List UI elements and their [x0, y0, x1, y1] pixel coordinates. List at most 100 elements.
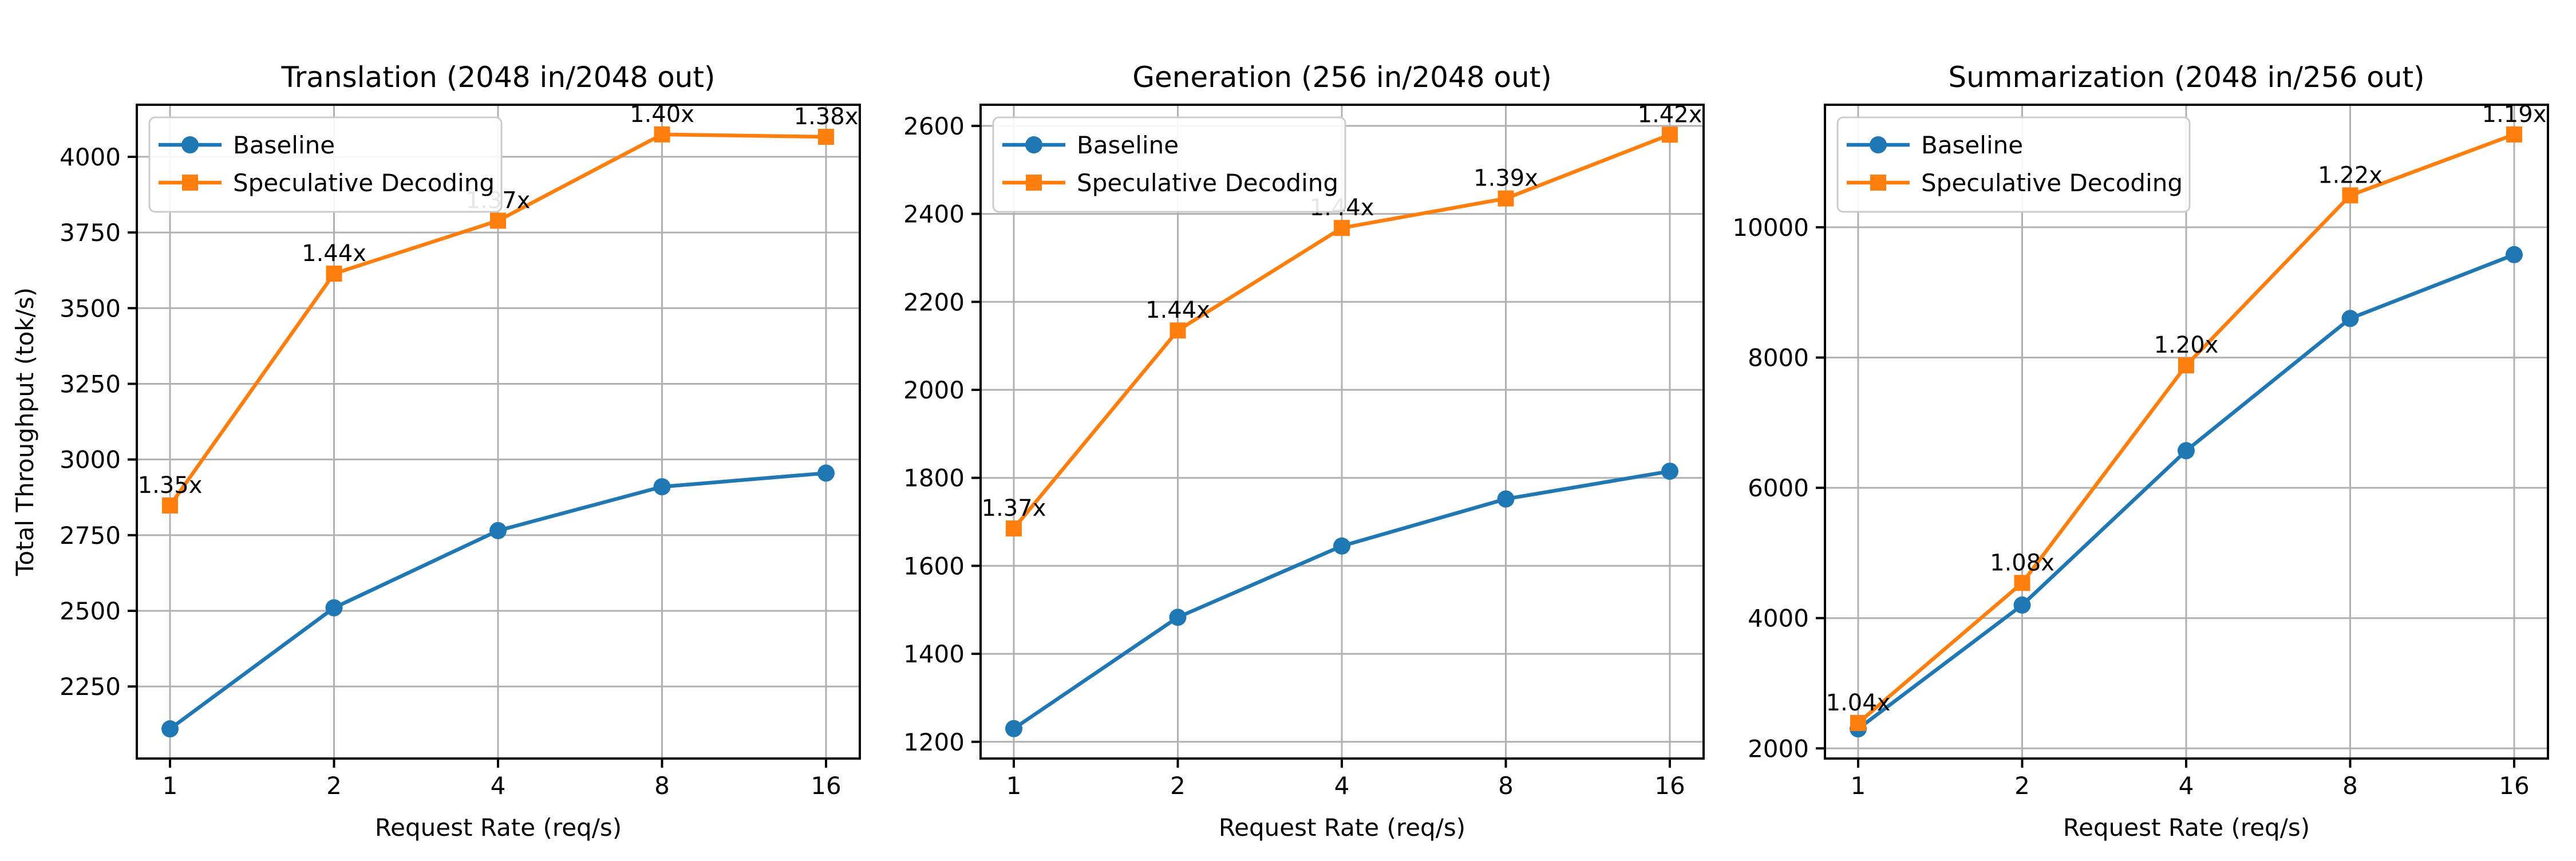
x-tick-label: 16: [2499, 772, 2529, 800]
x-axis-label: Request Rate (req/s): [1219, 813, 1465, 842]
baseline-point-marker: [653, 478, 671, 496]
y-tick-label: 2200: [903, 288, 965, 316]
baseline-point-marker: [1497, 490, 1515, 508]
legend: Baseline Speculative Decoding: [992, 116, 1346, 213]
y-tick-label: 2400: [903, 200, 965, 228]
baseline-point-marker: [1333, 537, 1350, 555]
x-axis-label: Request Rate (req/s): [375, 813, 622, 842]
ticks: [128, 155, 827, 768]
x-tick-label: 2: [2014, 772, 2030, 800]
speculative-decoding-point-marker: [1498, 190, 1514, 207]
chart-title: Generation (256 in/2048 out): [1132, 61, 1552, 94]
x-tick-label: 1: [1851, 772, 1866, 800]
speculative-decoding-point-marker: [1006, 520, 1022, 537]
y-tick-label: 3500: [60, 294, 121, 322]
legend-item-speculative-decoding: Speculative Decoding: [159, 169, 495, 197]
y-tick-label: 1600: [903, 552, 965, 580]
y-tick-label: 2250: [60, 673, 121, 701]
chart-title: Translation (2048 in/2048 out): [281, 61, 716, 94]
y-tick-label: 4000: [1748, 605, 1809, 633]
x-tick-label: 1: [163, 772, 178, 800]
legend-label: Baseline: [1921, 131, 2023, 159]
x-tick-label: 2: [326, 772, 342, 800]
baseline-point-marker: [2178, 442, 2195, 460]
legend-box: [1836, 116, 2191, 213]
legend-item-baseline: Baseline: [1847, 131, 2023, 159]
y-tick-label: 1800: [903, 464, 965, 492]
legend-label: Speculative Decoding: [233, 169, 495, 197]
baseline-point-marker: [2506, 246, 2523, 263]
legend-item-baseline: Baseline: [159, 131, 335, 159]
legend-square-marker-icon: [182, 175, 198, 191]
x-tick-label: 8: [2342, 772, 2358, 800]
baseline-point-marker: [325, 599, 343, 617]
subplot-translation: 1.35x1.44x1.37x1.40x1.38x124816225025002…: [11, 61, 861, 842]
baseline-point-marker: [1005, 720, 1022, 737]
baseline-point-marker: [1169, 609, 1187, 626]
legend-box: [148, 116, 503, 213]
legend-item-baseline: Baseline: [1002, 131, 1179, 159]
baseline-point-marker: [1661, 463, 1678, 480]
y-tick-label: 8000: [1748, 344, 1809, 372]
legend-circle-marker-icon: [1025, 136, 1042, 153]
speculative-decoding-point-marker: [490, 212, 506, 229]
speculative-decoding-point-marker: [2506, 126, 2522, 143]
legend-item-speculative-decoding: Speculative Decoding: [1002, 169, 1338, 197]
baseline-point-marker: [2341, 310, 2359, 327]
baseline-point-marker: [817, 464, 835, 482]
subplot-generation: 1.37x1.44x1.44x1.39x1.42x124816120014001…: [903, 61, 1705, 842]
legend: Baseline Speculative Decoding: [1836, 116, 2191, 213]
speedup-annotation: 1.35x: [138, 472, 203, 499]
speedup-annotation: 1.22x: [2318, 162, 2383, 188]
speculative-decoding-point-marker: [818, 129, 834, 145]
x-tick-label: 8: [1498, 772, 1514, 800]
y-tick-label: 3750: [60, 219, 121, 247]
x-tick-label: 1: [1006, 772, 1022, 800]
y-tick-label: 1200: [903, 728, 965, 756]
legend-item-speculative-decoding: Speculative Decoding: [1847, 169, 2183, 197]
speculative-decoding-point-marker: [654, 126, 670, 143]
speculative-decoding-point-marker: [1850, 714, 1866, 731]
ticks: [1816, 226, 2515, 768]
y-tick-label: 2500: [60, 597, 121, 625]
legend-label: Baseline: [1077, 131, 1179, 159]
grid: [981, 105, 1704, 759]
speculative-decoding-point-marker: [2014, 575, 2030, 591]
legend-label: Baseline: [233, 131, 335, 159]
legend-square-marker-icon: [1026, 175, 1042, 191]
y-tick-label: 2600: [903, 112, 965, 140]
speedup-annotation: 1.37x: [982, 495, 1046, 522]
speculative-decoding-point-marker: [2178, 357, 2194, 374]
speedup-annotation: 1.39x: [1473, 165, 1538, 192]
y-tick-label: 2750: [60, 522, 121, 550]
baseline-point-marker: [2013, 596, 2031, 614]
legend-label: Speculative Decoding: [1077, 169, 1338, 197]
chart-title: Summarization (2048 in/256 out): [1948, 61, 2424, 94]
grid: [1825, 105, 2548, 759]
baseline-point-marker: [161, 720, 179, 738]
y-tick-label: 4000: [60, 143, 121, 171]
speedup-annotation: 1.44x: [1145, 297, 1210, 323]
speedup-annotation: 1.38x: [794, 104, 859, 130]
y-tick-label: 2000: [1748, 734, 1809, 763]
y-tick-label: 10000: [1732, 214, 1809, 242]
legend-label: Speculative Decoding: [1921, 169, 2183, 197]
y-tick-label: 2000: [903, 376, 965, 404]
legend-box: [992, 116, 1346, 213]
speculative-decoding-point-marker: [1170, 322, 1186, 339]
x-tick-label: 8: [654, 772, 670, 800]
speculative-decoding-point-marker: [1662, 127, 1678, 143]
baseline-point-marker: [489, 522, 507, 539]
x-tick-label: 2: [1170, 772, 1186, 800]
speculative-decoding-point-marker: [1334, 220, 1350, 236]
speedup-annotation: 1.20x: [2154, 332, 2219, 358]
speedup-annotation: 1.44x: [302, 240, 366, 267]
speculative-decoding-point-marker: [2342, 187, 2358, 204]
speedup-annotation: 1.08x: [1990, 550, 2055, 576]
y-axis-label: Total Throughput (tok/s): [11, 287, 39, 576]
speedup-annotation: 1.04x: [1826, 690, 1891, 716]
x-tick-label: 16: [1654, 772, 1685, 800]
